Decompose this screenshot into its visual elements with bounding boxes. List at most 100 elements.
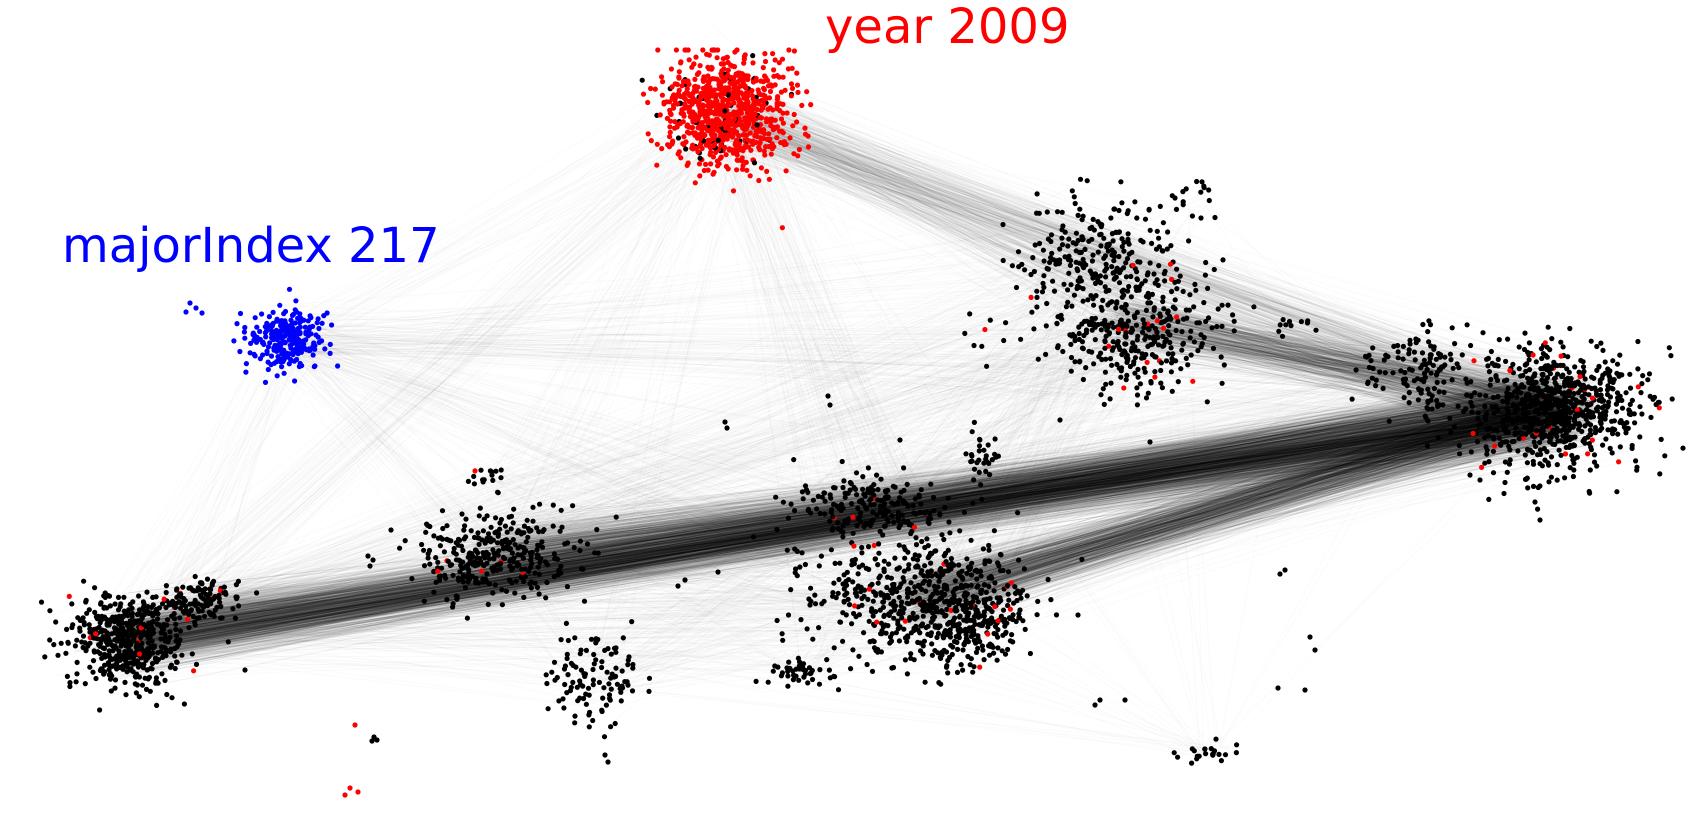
- edge: [521, 416, 1607, 570]
- edge: [511, 413, 1535, 536]
- edge: [492, 427, 1524, 589]
- edge: [526, 401, 1504, 563]
- edge: [116, 406, 1533, 642]
- edge: [152, 412, 1552, 665]
- edge: [127, 421, 1592, 656]
- edge: [137, 402, 1575, 641]
- edge: [515, 429, 1545, 541]
- edge: [510, 436, 1588, 545]
- edge: [138, 399, 1553, 658]
- node: [652, 86, 658, 92]
- edge: [471, 421, 1535, 517]
- edge: [469, 393, 1579, 535]
- edge: [130, 417, 1496, 646]
- edge: [147, 411, 1580, 622]
- edge: [151, 413, 1550, 613]
- edge: [516, 388, 1589, 563]
- edge: [129, 416, 1500, 673]
- edge: [481, 383, 1570, 574]
- edge: [489, 386, 1548, 566]
- edge: [130, 432, 1570, 618]
- edge: [121, 421, 1532, 628]
- edge: [106, 393, 1540, 665]
- edge: [493, 380, 1595, 549]
- edge: [104, 430, 1551, 643]
- node: [736, 141, 742, 147]
- edge: [476, 428, 1628, 550]
- edge: [112, 420, 1541, 651]
- edge: [119, 404, 1526, 645]
- edge: [454, 423, 1545, 561]
- node: [708, 161, 714, 167]
- edge: [532, 394, 1549, 572]
- edge: [132, 372, 1564, 625]
- edge: [494, 405, 1560, 550]
- edge: [511, 404, 1563, 568]
- edge: [151, 420, 1540, 666]
- edge: [506, 401, 1549, 521]
- node: [760, 98, 766, 104]
- edge: [495, 400, 1562, 572]
- edge: [147, 420, 1551, 649]
- node: [703, 142, 709, 148]
- edge: [499, 399, 1563, 533]
- node: [785, 66, 792, 72]
- edge: [122, 402, 1532, 615]
- edge: [144, 428, 1554, 676]
- edge: [137, 424, 1579, 671]
- node: [703, 161, 709, 167]
- edge: [505, 407, 1544, 547]
- edge: [120, 441, 1549, 608]
- edge: [126, 420, 1546, 655]
- edge: [160, 431, 1548, 631]
- edge: [497, 394, 1545, 561]
- edge: [440, 415, 1559, 561]
- edge: [117, 381, 1533, 680]
- edge: [471, 403, 1494, 550]
- edge: [488, 400, 1559, 555]
- edge: [152, 433, 1534, 646]
- node: [695, 84, 701, 90]
- edge: [135, 370, 1557, 665]
- edge: [476, 412, 1550, 592]
- edge: [483, 427, 1546, 592]
- edge: [489, 390, 1523, 566]
- edge: [132, 395, 1583, 634]
- edge: [135, 382, 1526, 624]
- node: [768, 151, 774, 157]
- edge: [127, 426, 1551, 652]
- edge: [523, 419, 1586, 540]
- edge: [150, 403, 1552, 645]
- edge: [119, 403, 1540, 649]
- edge: [138, 386, 1554, 640]
- edge: [508, 387, 1535, 554]
- edge: [122, 390, 1602, 660]
- edge: [120, 405, 1525, 647]
- edge: [488, 392, 1540, 572]
- node: [684, 122, 691, 128]
- edge: [96, 393, 1516, 636]
- node: [760, 65, 766, 71]
- edge: [96, 404, 1586, 636]
- edge: [143, 437, 1578, 641]
- edge: [136, 435, 1514, 641]
- edge: [132, 381, 1551, 654]
- edge: [490, 419, 1584, 562]
- edge: [506, 427, 1571, 550]
- edge: [507, 404, 1572, 575]
- node: [648, 85, 654, 92]
- edge: [89, 386, 1570, 647]
- edge: [126, 400, 1603, 633]
- edge: [139, 411, 1558, 651]
- edge: [509, 394, 1558, 562]
- node: [734, 157, 740, 163]
- edge: [141, 420, 1532, 671]
- edge: [131, 423, 1542, 643]
- node: [693, 54, 699, 60]
- edge: [479, 416, 1544, 538]
- node: [795, 153, 801, 159]
- edge: [499, 408, 1567, 588]
- edge: [507, 410, 1560, 569]
- edge: [137, 432, 1598, 647]
- edge: [108, 414, 1561, 615]
